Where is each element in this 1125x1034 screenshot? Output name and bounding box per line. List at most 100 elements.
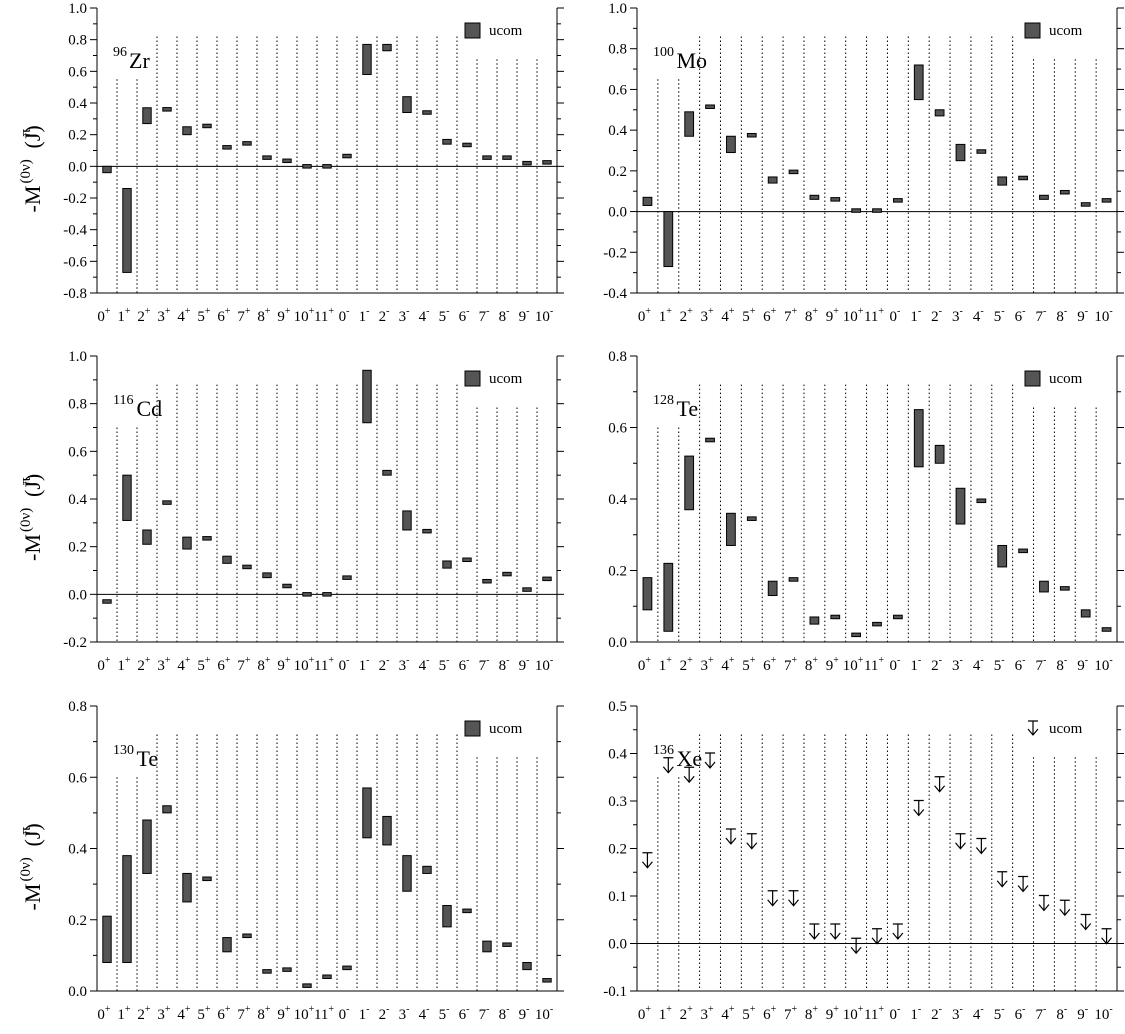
x-tick-label: 7- [479,655,490,674]
range-bar [767,176,778,184]
x-tick-label: 4- [419,655,430,674]
x-tick-label: 5+ [742,306,756,325]
x-tick-label: 7+ [784,1004,798,1023]
range-bar [182,126,192,136]
x-tick-label: 4- [973,1004,984,1023]
range-bar [202,536,212,541]
range-bar [142,529,152,545]
down-arrow-marker [788,890,799,907]
y-axis-label-sup-jpi: π [18,827,34,835]
x-tick-label: 10+ [294,655,315,674]
range-bar [642,577,653,611]
nucleus-mass-number: 100 [653,45,674,60]
legend-label: ucom [1049,721,1083,737]
range-bar [1080,202,1091,207]
x-tick-label: 5- [439,1004,450,1023]
down-arrow-marker [1038,894,1050,912]
range-bar [262,969,272,974]
x-tick-label: 3- [952,655,963,674]
y-tick-label: 0.4 [68,492,87,508]
down-arrow-marker [871,928,883,945]
nucleus-symbol: Mo [677,48,708,73]
x-tick-label: 9+ [826,306,840,325]
range-bar [322,164,332,169]
x-tick-label: 1+ [659,306,673,325]
nucleus-symbol: Cd [137,396,163,421]
x-tick-label: 3+ [157,306,171,325]
y-tick-label: 0.6 [68,770,87,786]
range-bar [102,599,112,604]
range-bar [342,153,352,159]
y-tick-label: 0.2 [608,164,627,180]
x-tick-label: 9- [519,655,530,674]
down-arrow-marker [1017,875,1029,893]
x-tick-label: 5+ [742,1004,756,1023]
range-bar [442,138,452,145]
range-bar [442,905,452,928]
range-bar [222,145,232,150]
down-arrow-marker [850,937,862,955]
y-tick-label: 0.4 [608,747,627,763]
range-bar [809,194,820,200]
range-bar [102,165,112,174]
range-bar [809,616,820,625]
down-arrow-marker [955,833,966,850]
down-arrow-marker [934,776,946,793]
range-bar [1059,189,1070,195]
down-arrow-marker [704,752,716,769]
y-tick-label: -0.4 [63,223,87,239]
range-bar [642,196,653,206]
plot-area: 0.0 0.2 0.4 0.6 0.8 0+ 1+ 2+ 3+ 4+ 5+ 6+ 7+ 8+ 9+ 10+ 11… [68,699,564,1023]
down-arrow-marker [1101,928,1113,945]
range-bar [830,614,841,620]
x-tick-label: 8+ [805,306,819,325]
range-bar [322,592,332,597]
range-bar [222,555,232,564]
range-bar [522,160,532,166]
range-bar [242,933,252,939]
x-tick-label: 2- [379,1004,390,1023]
range-bar [442,560,452,569]
y-axis-label-paren: (J) [20,474,45,497]
range-bar [422,528,432,534]
range-bar [997,544,1008,568]
nucleus-symbol: Te [677,396,699,421]
x-tick-label: 8+ [257,655,271,674]
x-tick-label: 6- [1015,655,1026,674]
x-tick-label: 0- [889,655,900,674]
range-bar [422,865,432,874]
range-bar [382,815,392,846]
x-tick-label: 6- [1015,306,1026,325]
range-bar [788,169,799,175]
legend-arrow-marker [1027,720,1039,736]
range-bar [522,587,532,592]
x-tick-label: 2+ [137,655,151,674]
range-bar [502,942,512,947]
legend-label: ucom [489,23,523,39]
x-tick-label: 8- [499,655,510,674]
down-arrow-marker [746,833,758,850]
x-tick-label: 1+ [117,306,131,325]
x-tick-label: 4+ [721,1004,735,1023]
legend-swatch [464,720,481,737]
x-tick-label: 9+ [826,1004,840,1023]
plot-area: -0.4 -0.2 0.0 0.2 0.4 0.6 0.8 1.0 0+ 1+ 2+ 3+ 4+ 5+ 6+… [603,1,1124,325]
x-tick-label: 3+ [700,306,714,325]
y-axis-label-sup-0nu: (0ν) [18,508,34,532]
panel-cd116: -0.2 0.0 0.2 0.4 0.6 0.8 1.0 0+ 1+ 2+ 3+ 4+ 5+ 6+ 7+ 8+… [18,349,564,674]
panel-mo100: -0.4 -0.2 0.0 0.2 0.4 0.6 0.8 1.0 0+ 1+ 2+ 3+ 4+ 5+ 6+… [603,1,1124,325]
x-tick-label: 1- [910,655,921,674]
nucleus-mass-number: 116 [113,393,133,408]
x-tick-label: 8- [1056,1004,1067,1023]
range-bar [362,369,372,424]
range-bar [302,983,312,988]
y-tick-label: 0.1 [608,889,627,905]
y-tick-label: -0.6 [63,254,87,270]
range-bar [462,557,472,563]
y-tick-label: 0.2 [68,540,87,556]
x-tick-label: 11+ [864,655,884,674]
y-tick-label: 0.0 [608,635,627,651]
down-arrow-marker [641,852,653,869]
range-bar [1018,548,1028,554]
x-tick-label: 1- [359,1004,370,1023]
